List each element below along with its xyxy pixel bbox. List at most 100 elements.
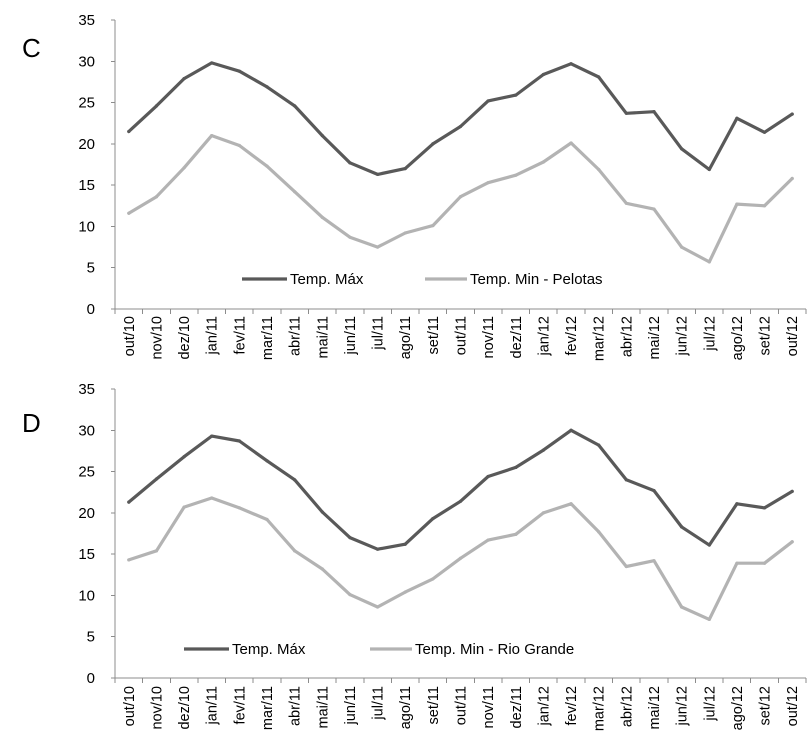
- data-point: [127, 129, 131, 134]
- data-point: [790, 112, 794, 116]
- data-point: [265, 164, 269, 168]
- data-point: [569, 428, 573, 432]
- x-tick-label: dez/11: [509, 686, 525, 728]
- x-tick-label: set/12: [758, 316, 774, 356]
- x-tick-label: mar/11: [260, 316, 276, 360]
- x-tick-label: ago/12: [730, 316, 746, 360]
- data-point: [569, 141, 573, 145]
- x-tick-label: jul/12: [702, 316, 718, 352]
- x-tick-label: abr/11: [288, 316, 304, 356]
- legend: Temp. Máx Temp. Min - Rio Grande: [184, 641, 574, 658]
- data-point: [210, 61, 214, 65]
- y-tick-label: 30: [78, 53, 95, 70]
- x-tick-label: fev/11: [232, 686, 248, 724]
- data-point: [237, 143, 241, 148]
- data-point: [762, 506, 767, 510]
- data-point: [127, 211, 131, 215]
- data-point: [624, 478, 628, 482]
- x-tick-label: out/11: [454, 686, 470, 725]
- data-point: [680, 605, 684, 609]
- data-point: [293, 190, 297, 194]
- x-tick-label: set/11: [426, 686, 442, 724]
- data-point: [735, 202, 739, 206]
- data-point: [237, 506, 241, 510]
- data-point: [680, 147, 684, 151]
- data-point: [762, 204, 767, 208]
- data-point: [541, 72, 546, 77]
- x-tick-label: mai/11: [315, 686, 331, 728]
- data-point: [320, 134, 324, 138]
- data-point: [458, 124, 463, 129]
- x-tick-label: jan/12: [536, 686, 552, 727]
- data-point: [127, 500, 131, 504]
- x-tick-label: ago/12: [730, 686, 746, 730]
- data-point: [486, 474, 490, 479]
- data-point: [514, 465, 518, 470]
- data-point: [514, 173, 518, 177]
- x-tick-label: jul/11: [371, 686, 387, 721]
- data-point: [762, 561, 767, 565]
- y-tick-label: 5: [87, 260, 95, 277]
- y-tick-label: 35: [78, 12, 95, 29]
- data-point: [348, 161, 352, 165]
- data-point: [486, 99, 490, 103]
- data-point: [735, 116, 739, 120]
- data-point: [320, 510, 324, 514]
- data-point: [237, 69, 241, 73]
- x-tick-label: dez/10: [177, 686, 193, 730]
- data-point: [431, 517, 435, 521]
- x-tick-label: ago/11: [398, 316, 414, 359]
- data-point: [514, 93, 518, 97]
- x-tick-label: jun/12: [675, 316, 691, 357]
- y-tick-label: 35: [78, 381, 95, 398]
- data-point: [624, 564, 628, 569]
- data-point: [597, 167, 601, 172]
- data-point: [210, 496, 214, 500]
- x-tick-label: jul/12: [702, 686, 718, 722]
- x-tick-label: fev/12: [564, 686, 580, 726]
- data-point: [541, 511, 546, 515]
- data-point: [458, 556, 463, 560]
- x-tick-label: dez/10: [177, 316, 193, 360]
- x-tick-label: jan/12: [536, 316, 552, 357]
- data-point: [293, 478, 297, 482]
- data-point: [265, 517, 269, 522]
- y-tick-label: 0: [87, 670, 95, 687]
- data-point: [375, 605, 380, 609]
- data-point: [624, 111, 628, 115]
- data-point: [431, 224, 435, 228]
- data-point: [127, 558, 131, 562]
- panel-label: D: [22, 408, 41, 438]
- data-point: [375, 245, 380, 249]
- data-point: [458, 195, 463, 199]
- data-point: [154, 477, 159, 481]
- x-tick-label: out/10: [122, 686, 138, 726]
- legend-label-temp-min: Temp. Min - Pelotas: [470, 271, 603, 288]
- data-point: [790, 489, 794, 493]
- x-tick-label: abr/11: [288, 686, 304, 726]
- data-point: [652, 207, 656, 211]
- data-point: [486, 538, 490, 542]
- data-point: [707, 543, 711, 547]
- data-point: [569, 62, 573, 66]
- data-point: [320, 215, 324, 219]
- y-tick-label: 25: [78, 95, 95, 112]
- legend-label-temp-max: Temp. Máx: [290, 271, 364, 288]
- x-tick-label: mar/12: [592, 316, 608, 361]
- data-point: [265, 459, 269, 463]
- data-point: [514, 532, 518, 536]
- x-tick-label: abr/12: [619, 316, 635, 357]
- data-point: [431, 577, 435, 581]
- series-line-temp-max: [127, 61, 794, 176]
- data-point: [541, 448, 546, 452]
- x-tick-label: jan/11: [205, 316, 221, 355]
- x-tick-label: mai/11: [315, 316, 331, 358]
- x-tick-label: mar/11: [260, 686, 276, 730]
- data-point: [707, 260, 711, 264]
- legend: Temp. Máx Temp. Min - Pelotas: [242, 271, 603, 288]
- data-point: [348, 235, 352, 239]
- x-tick-label: dez/11: [509, 316, 525, 358]
- data-point: [486, 181, 490, 185]
- data-point: [458, 499, 463, 503]
